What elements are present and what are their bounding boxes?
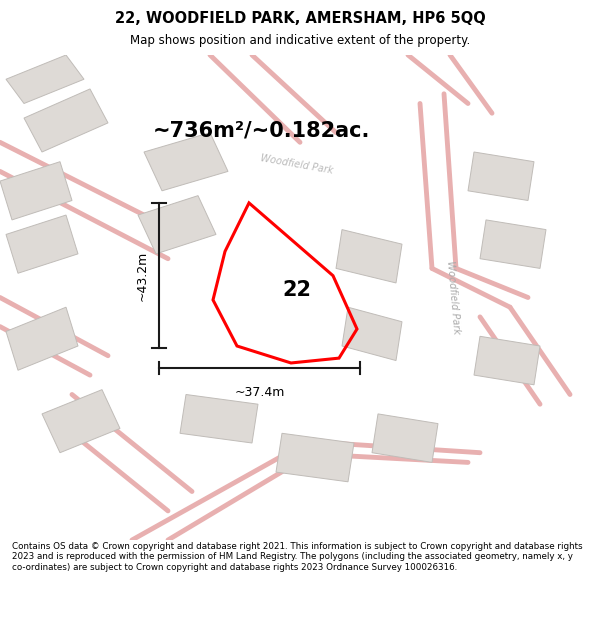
Polygon shape [42, 389, 120, 452]
Polygon shape [6, 308, 78, 370]
Text: Woodfield Park: Woodfield Park [445, 261, 461, 334]
Polygon shape [372, 414, 438, 462]
Polygon shape [474, 336, 540, 385]
Polygon shape [336, 229, 402, 283]
Text: Contains OS data © Crown copyright and database right 2021. This information is : Contains OS data © Crown copyright and d… [12, 542, 583, 571]
Polygon shape [6, 55, 84, 104]
Text: ~736m²/~0.182ac.: ~736m²/~0.182ac. [152, 120, 370, 140]
Text: Woodfield Park: Woodfield Park [260, 152, 334, 176]
Text: Map shows position and indicative extent of the property.: Map shows position and indicative extent… [130, 34, 470, 47]
Polygon shape [0, 162, 72, 220]
Polygon shape [144, 132, 228, 191]
Text: ~43.2m: ~43.2m [136, 251, 149, 301]
Polygon shape [480, 220, 546, 268]
Polygon shape [6, 215, 78, 273]
Polygon shape [24, 89, 108, 152]
Text: 22, WOODFIELD PARK, AMERSHAM, HP6 5QQ: 22, WOODFIELD PARK, AMERSHAM, HP6 5QQ [115, 11, 485, 26]
Polygon shape [342, 308, 402, 361]
Polygon shape [180, 394, 258, 443]
Text: ~37.4m: ~37.4m [235, 386, 284, 399]
Text: 22: 22 [283, 280, 311, 300]
Polygon shape [276, 433, 354, 482]
Polygon shape [138, 196, 216, 254]
Polygon shape [468, 152, 534, 201]
